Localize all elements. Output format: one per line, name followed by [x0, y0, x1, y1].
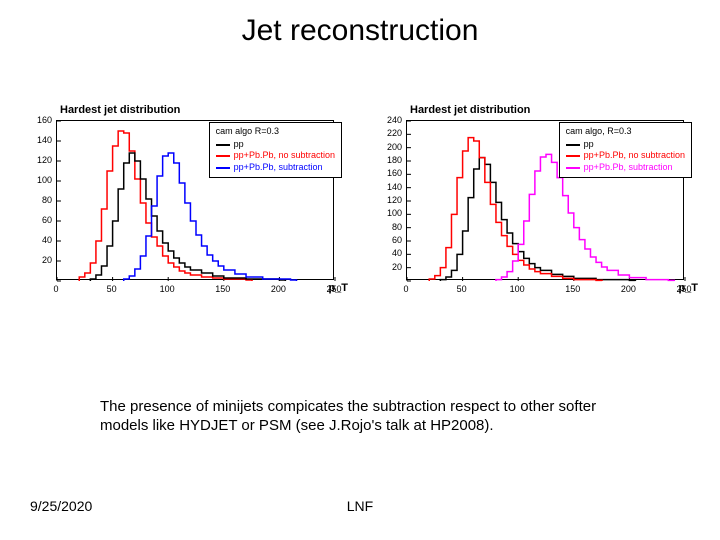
chart-right-title: Hardest jet distribution [410, 104, 530, 116]
chart-right: Hardest jet distribution 204060801001201… [370, 108, 700, 308]
y-tick-label: 200 [387, 142, 402, 152]
y-tick-label: 100 [37, 175, 52, 185]
y-tick-label: 160 [37, 115, 52, 125]
legend-header: cam algo R=0.3 [216, 126, 335, 138]
legend-row: pp+Pb.Pb, no subtraction [216, 150, 335, 162]
footer-date: 9/25/2020 [30, 498, 92, 514]
x-tick-label: 100 [510, 284, 525, 294]
y-tick-label: 140 [37, 135, 52, 145]
legend-swatch [566, 144, 580, 146]
x-tick-label: 200 [271, 284, 286, 294]
legend-label: pp+Pb.Pb, no subtraction [584, 150, 685, 162]
charts-row: Hardest jet distribution 204060801001201… [0, 108, 720, 308]
y-tick-label: 120 [37, 155, 52, 165]
footer-center: LNF [347, 498, 373, 514]
legend-row: pp [216, 139, 335, 151]
legend-row: pp+Pb.Pb, subtraction [216, 162, 335, 174]
y-tick-label: 80 [42, 195, 52, 205]
x-tick-label: 0 [53, 284, 58, 294]
legend-row: pp [566, 139, 685, 151]
caption-text: The presence of minijets compicates the … [100, 398, 640, 436]
legend-swatch [216, 144, 230, 146]
page-title: Jet reconstruction [0, 0, 720, 48]
legend-label: pp+Pb.Pb, subtraction [234, 162, 323, 174]
y-tick-label: 80 [392, 222, 402, 232]
legend: cam algo R=0.3pppp+Pb.Pb, no subtraction… [209, 122, 342, 178]
y-tick-label: 40 [42, 235, 52, 245]
x-tick-label: 100 [160, 284, 175, 294]
chart-left-xlabel: p_T [328, 282, 348, 294]
x-tick-label: 50 [457, 284, 467, 294]
legend-header: cam algo, R=0.3 [566, 126, 685, 138]
legend-label: pp+Pb.Pb, no subtraction [234, 150, 335, 162]
y-tick-label: 20 [392, 262, 402, 272]
y-tick-label: 20 [42, 255, 52, 265]
x-tick-label: 200 [621, 284, 636, 294]
x-tick-label: 0 [403, 284, 408, 294]
legend: cam algo, R=0.3pppp+Pb.Pb, no subtractio… [559, 122, 692, 178]
chart-right-xlabel: p_T [678, 282, 698, 294]
y-tick-label: 40 [392, 248, 402, 258]
chart-right-xticks: 050100150200250 [406, 282, 684, 300]
legend-label: pp [234, 139, 244, 151]
chart-left-xticks: 050100150200250 [56, 282, 334, 300]
x-tick-label: 50 [107, 284, 117, 294]
legend-label: pp+Pb.Pb, subtraction [584, 162, 673, 174]
y-tick-label: 60 [42, 215, 52, 225]
chart-left-yticks: 20406080100120140160 [20, 120, 54, 280]
chart-left-title: Hardest jet distribution [60, 104, 180, 116]
chart-left: Hardest jet distribution 204060801001201… [20, 108, 350, 308]
y-tick-label: 160 [387, 168, 402, 178]
y-tick-label: 220 [387, 128, 402, 138]
x-tick-label: 150 [215, 284, 230, 294]
legend-swatch [566, 155, 580, 157]
legend-swatch [216, 155, 230, 157]
x-tick-label: 150 [565, 284, 580, 294]
legend-swatch [216, 167, 230, 169]
legend-row: pp+Pb.Pb, no subtraction [566, 150, 685, 162]
y-tick-label: 60 [392, 235, 402, 245]
legend-swatch [566, 167, 580, 169]
chart-right-yticks: 20406080100120140160180200220240 [370, 120, 404, 280]
legend-label: pp [584, 139, 594, 151]
legend-row: pp+Pb.Pb, subtraction [566, 162, 685, 174]
y-tick-label: 120 [387, 195, 402, 205]
y-tick-label: 240 [387, 115, 402, 125]
y-tick-label: 180 [387, 155, 402, 165]
y-tick-label: 140 [387, 182, 402, 192]
y-tick-label: 100 [387, 208, 402, 218]
